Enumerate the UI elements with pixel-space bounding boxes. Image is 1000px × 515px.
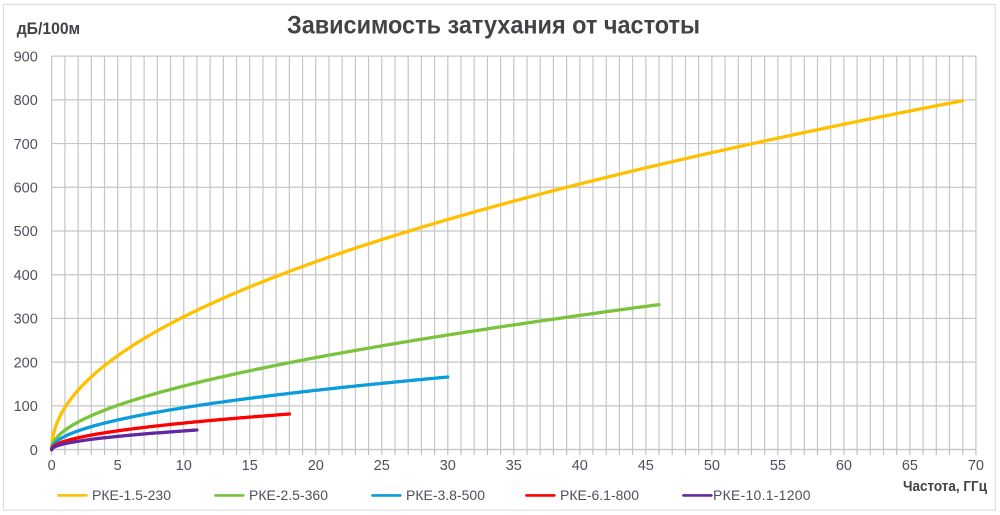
svg-text:РКЕ-1.5-230: РКЕ-1.5-230 <box>92 487 171 503</box>
svg-text:0: 0 <box>30 443 38 459</box>
svg-text:15: 15 <box>242 458 258 474</box>
svg-text:дБ/100м: дБ/100м <box>17 20 80 38</box>
svg-text:100: 100 <box>14 399 38 415</box>
svg-text:0: 0 <box>48 458 56 474</box>
svg-text:65: 65 <box>902 458 918 474</box>
svg-text:50: 50 <box>704 458 720 474</box>
svg-text:РКЕ-10.1-1200: РКЕ-10.1-1200 <box>713 487 811 503</box>
svg-text:400: 400 <box>14 268 38 284</box>
svg-text:30: 30 <box>440 458 456 474</box>
svg-text:800: 800 <box>14 93 38 109</box>
svg-text:40: 40 <box>572 458 588 474</box>
svg-text:45: 45 <box>638 458 654 474</box>
svg-text:25: 25 <box>374 458 390 474</box>
svg-text:Зависимость затухания от часто: Зависимость затухания от частоты <box>287 12 700 40</box>
svg-text:5: 5 <box>114 458 122 474</box>
svg-text:55: 55 <box>770 458 786 474</box>
svg-text:РКЕ-6.1-800: РКЕ-6.1-800 <box>560 487 639 503</box>
svg-text:300: 300 <box>14 312 38 328</box>
svg-text:РКЕ-2.5-360: РКЕ-2.5-360 <box>249 487 328 503</box>
svg-text:10: 10 <box>176 458 192 474</box>
svg-text:900: 900 <box>14 49 38 65</box>
svg-text:70: 70 <box>968 458 984 474</box>
svg-text:200: 200 <box>14 355 38 371</box>
svg-text:35: 35 <box>506 458 522 474</box>
svg-text:Частота, ГГц: Частота, ГГц <box>903 478 988 495</box>
svg-text:500: 500 <box>14 224 38 240</box>
svg-text:РКЕ-3.8-500: РКЕ-3.8-500 <box>406 487 485 503</box>
svg-text:700: 700 <box>14 137 38 153</box>
svg-text:20: 20 <box>308 458 324 474</box>
svg-text:600: 600 <box>14 181 38 197</box>
svg-text:60: 60 <box>836 458 852 474</box>
